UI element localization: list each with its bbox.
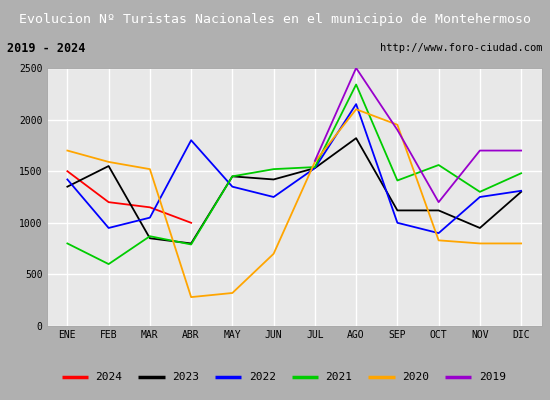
Text: 2019 - 2024: 2019 - 2024 xyxy=(7,42,85,55)
Text: http://www.foro-ciudad.com: http://www.foro-ciudad.com xyxy=(381,43,543,53)
Text: 2024: 2024 xyxy=(96,372,123,382)
Text: 2022: 2022 xyxy=(249,372,276,382)
Text: 2023: 2023 xyxy=(172,372,199,382)
Text: 2020: 2020 xyxy=(402,372,429,382)
Text: 2021: 2021 xyxy=(326,372,353,382)
Text: 2019: 2019 xyxy=(478,372,505,382)
Text: Evolucion Nº Turistas Nacionales en el municipio de Montehermoso: Evolucion Nº Turistas Nacionales en el m… xyxy=(19,12,531,26)
